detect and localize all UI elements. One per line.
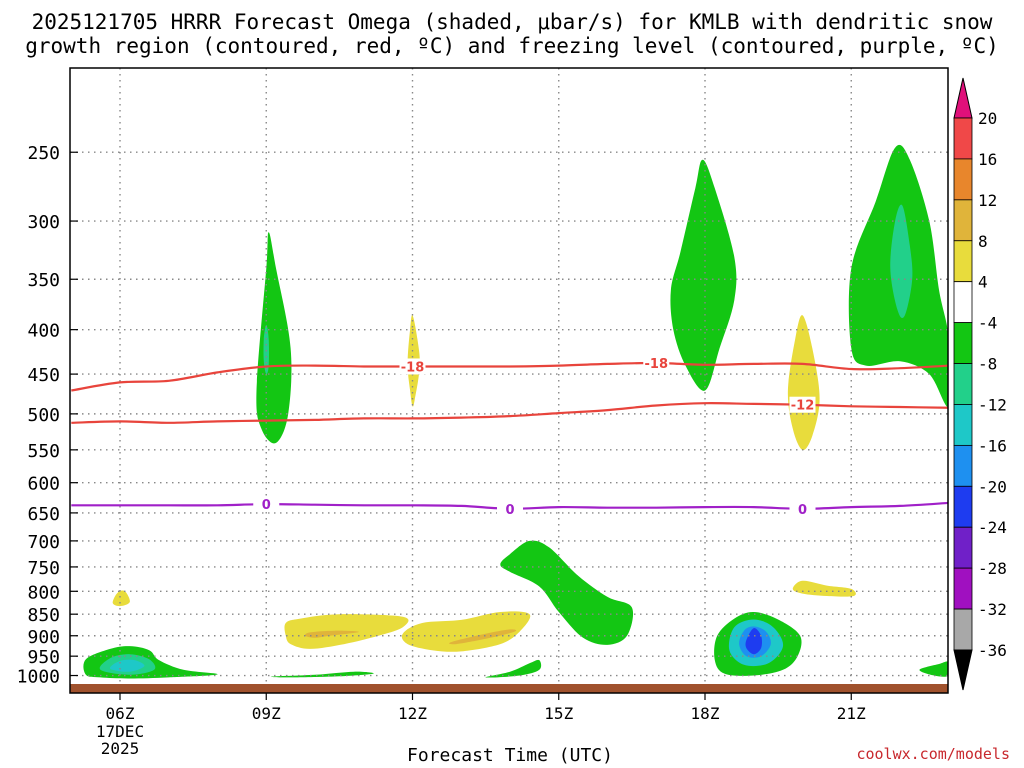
y-tick-label: 550 <box>27 441 60 462</box>
omega-region-4 <box>256 232 292 444</box>
colorbar-label: -16 <box>978 436 1007 455</box>
omega-region-10 <box>401 611 531 652</box>
omega-region-2 <box>109 659 145 672</box>
contour-label: 0 <box>798 503 807 518</box>
y-tick-label: 350 <box>27 270 60 291</box>
x-tick-label: 18Z <box>691 704 720 723</box>
omega-region-13 <box>485 659 542 678</box>
x-tick-label: 21Z <box>837 704 866 723</box>
y-tick-label: 750 <box>27 558 60 579</box>
omega-region-19 <box>787 315 820 451</box>
contour-label: 0 <box>505 503 514 518</box>
colorbar-swatch <box>953 608 973 651</box>
omega-region-8 <box>270 671 374 678</box>
y-tick-label: 700 <box>27 532 60 553</box>
y-tick-label: 300 <box>27 212 60 233</box>
chart-title-line-2: growth region (contoured, red, ºC) and f… <box>25 34 999 58</box>
x-tick-label: 15Z <box>544 704 573 723</box>
y-tick-label: 900 <box>27 627 60 648</box>
colorbar-label: -20 <box>978 477 1007 496</box>
colorbar-label: 12 <box>978 191 997 210</box>
x-date-label: 17DEC <box>96 722 144 741</box>
x-date-label: 2025 <box>101 739 140 758</box>
colorbar-swatch <box>953 117 973 160</box>
colorbar-arrow-bottom <box>953 649 973 691</box>
y-tick-label: 650 <box>27 504 60 525</box>
y-tick-label: 250 <box>27 143 60 164</box>
contour-label: -18 <box>401 360 425 375</box>
y-tick-label: 600 <box>27 474 60 495</box>
omega-region-14 <box>670 159 737 391</box>
chart-title-line-1: 2025121705 HRRR Forecast Omega (shaded, … <box>31 10 993 34</box>
x-tick-label: 06Z <box>106 704 135 723</box>
terrain-strip <box>70 684 948 693</box>
y-tick-label: 950 <box>27 647 60 668</box>
colorbar-swatch <box>953 158 973 201</box>
colorbar-swatch <box>953 567 973 610</box>
colorbar-swatch <box>953 404 973 446</box>
colorbar-label: -12 <box>978 395 1007 414</box>
colorbar-swatch <box>953 281 973 324</box>
y-tick-label: 800 <box>27 582 60 603</box>
colorbar-swatch <box>953 322 973 364</box>
colorbar-swatch <box>953 240 973 283</box>
colorbar-label: 8 <box>978 232 988 251</box>
contour-label-bg <box>399 358 426 375</box>
contour-label-bg <box>789 396 816 413</box>
omega-region-23 <box>919 661 948 677</box>
omega-region-5 <box>263 324 269 375</box>
contour-label-bg <box>643 355 670 372</box>
omega-region-22 <box>890 204 913 318</box>
contour-label-bg <box>497 500 523 517</box>
contour-label: 0 <box>262 498 271 513</box>
colorbar-label: -36 <box>978 641 1007 660</box>
contour-label: -18 <box>645 357 669 372</box>
y-tick-label: 850 <box>27 605 60 626</box>
colorbar-label: -4 <box>978 314 997 333</box>
omega-region-18 <box>745 628 762 655</box>
colorbar-swatch <box>953 485 973 528</box>
omega-region-7 <box>304 630 359 638</box>
colorbar-label: 16 <box>978 150 997 169</box>
x-axis-title: Forecast Time (UTC) <box>407 745 613 766</box>
plot-frame <box>69 67 949 694</box>
x-tick-label: 09Z <box>252 704 281 723</box>
y-tick-label: 1000 <box>17 667 60 688</box>
colorbar-arrow-top <box>953 77 973 119</box>
y-tick-label: 450 <box>27 365 60 386</box>
colorbar-swatch <box>953 444 973 487</box>
colorbar-label: 20 <box>978 109 997 128</box>
contour-label-bg <box>253 496 280 513</box>
contour-label-bg <box>789 500 816 517</box>
omega-region-11 <box>449 629 517 645</box>
credit-link[interactable]: coolwx.com/models <box>856 745 1010 763</box>
colorbar-label: -24 <box>978 518 1007 537</box>
contour-line-0 <box>71 361 948 392</box>
y-tick-label: 500 <box>27 405 60 426</box>
contour-label: -12 <box>791 399 815 414</box>
colorbar-label: -28 <box>978 559 1007 578</box>
omega-region-20 <box>792 580 856 597</box>
colorbar-label: -32 <box>978 600 1007 619</box>
y-tick-label: 400 <box>27 321 60 342</box>
colorbar-swatch <box>953 526 973 569</box>
colorbar-label: -8 <box>978 355 997 374</box>
x-tick-label: 12Z <box>398 704 427 723</box>
colorbar-label: 4 <box>978 273 988 292</box>
colorbar-swatch <box>953 199 973 242</box>
colorbar-swatch <box>953 363 973 405</box>
omega-region-3 <box>112 590 130 607</box>
